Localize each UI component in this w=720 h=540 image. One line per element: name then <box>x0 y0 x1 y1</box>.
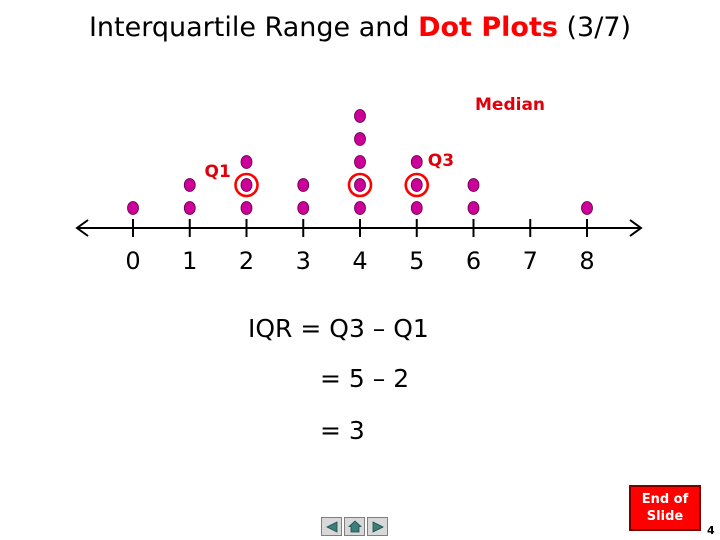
number-line-right-arrow <box>629 219 643 237</box>
tick-label-4: 4 <box>352 247 367 275</box>
tick-label-1: 1 <box>182 247 197 275</box>
tick-label-7: 7 <box>523 247 538 275</box>
back-button[interactable] <box>321 517 342 536</box>
slide-number: 4 <box>707 524 715 537</box>
dot-4-2 <box>354 178 366 192</box>
dot-3-2 <box>297 178 310 192</box>
triangle-right-icon <box>372 520 384 533</box>
slide-navigation <box>321 517 388 536</box>
dot-3-1 <box>297 201 310 215</box>
slide-title: Interquartile Range and Dot Plots (3/7) <box>0 12 720 43</box>
dot-1-1 <box>183 201 196 215</box>
tick-label-5: 5 <box>409 247 424 275</box>
dot-5-3 <box>410 155 423 169</box>
dot-2-3 <box>240 155 253 169</box>
tick-label-0: 0 <box>125 247 140 275</box>
iqr-substitution: = 5 – 2 <box>320 364 410 393</box>
title-suffix: (3/7) <box>557 12 632 43</box>
dot-2-2 <box>240 178 253 192</box>
dot-0-1 <box>127 201 139 215</box>
dot-4-5 <box>354 109 366 123</box>
tick-label-3: 3 <box>296 247 311 275</box>
quartile-circle-2 <box>234 172 259 198</box>
dot-plot-chart: 0 1 2 3 4 5 6 7 8 Q1 Q3 Median <box>75 95 643 275</box>
dot-5-2 <box>410 178 423 192</box>
dot-6-2 <box>467 178 480 192</box>
end-of-slide-button[interactable]: End of Slide <box>629 485 701 531</box>
dot-6-1 <box>467 201 480 215</box>
dot-2-1 <box>240 201 253 215</box>
number-line-left-arrow <box>75 219 89 237</box>
dot-4-3 <box>354 155 366 169</box>
quartile-circle-4 <box>347 172 373 198</box>
tick-label-6: 6 <box>466 247 481 275</box>
home-icon <box>347 520 362 533</box>
home-button[interactable] <box>344 517 365 536</box>
triangle-left-icon <box>325 520 337 533</box>
dot-4-4 <box>354 132 366 146</box>
dot-5-1 <box>410 201 423 215</box>
iqr-result: = 3 <box>320 416 365 445</box>
iqr-formula: IQR = Q3 – Q1 <box>248 314 429 343</box>
quartile-circle-5 <box>404 172 430 198</box>
q1-label: Q1 <box>205 162 231 182</box>
title-highlight: Dot Plots <box>418 12 558 43</box>
tick-label-2: 2 <box>239 247 254 275</box>
median-label: Median <box>475 95 545 115</box>
dot-4-1 <box>354 201 366 215</box>
forward-button[interactable] <box>367 517 388 536</box>
tick-label-8: 8 <box>579 247 594 275</box>
dot-1-2 <box>183 178 196 192</box>
q3-label: Q3 <box>428 151 454 171</box>
dot-8-1 <box>581 201 593 215</box>
title-prefix: Interquartile Range and <box>88 12 419 43</box>
end-of-slide-label: End of Slide <box>641 492 689 524</box>
